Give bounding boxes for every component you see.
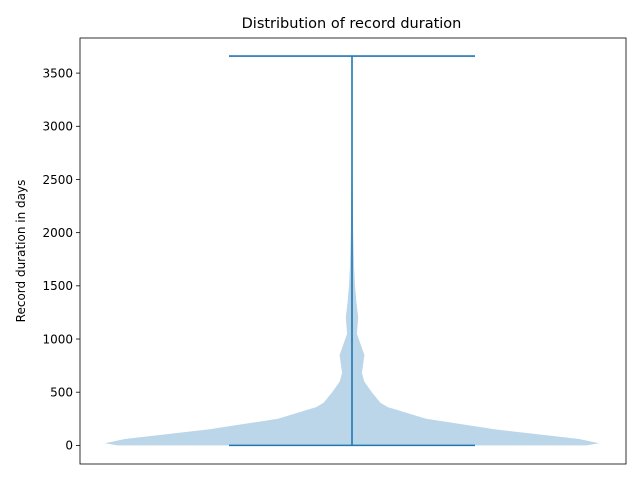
plot-area <box>105 55 599 447</box>
y-tick-label: 1000 <box>42 332 73 346</box>
y-tick-label: 1500 <box>42 279 73 293</box>
y-tick-label: 0 <box>65 439 73 453</box>
y-tick-label: 3000 <box>42 120 73 134</box>
y-axis: 0 500 1000 1500 2000 2500 3000 3500 <box>42 66 80 453</box>
y-tick-label: 2500 <box>42 173 73 187</box>
y-tick-label: 2000 <box>42 226 73 240</box>
y-tick-label: 3500 <box>42 66 73 80</box>
y-tick-label: 500 <box>50 386 73 400</box>
axes-frame <box>79 37 627 465</box>
y-axis-label: Record duration in days <box>14 180 28 323</box>
chart-title: Distribution of record duration <box>242 16 462 32</box>
